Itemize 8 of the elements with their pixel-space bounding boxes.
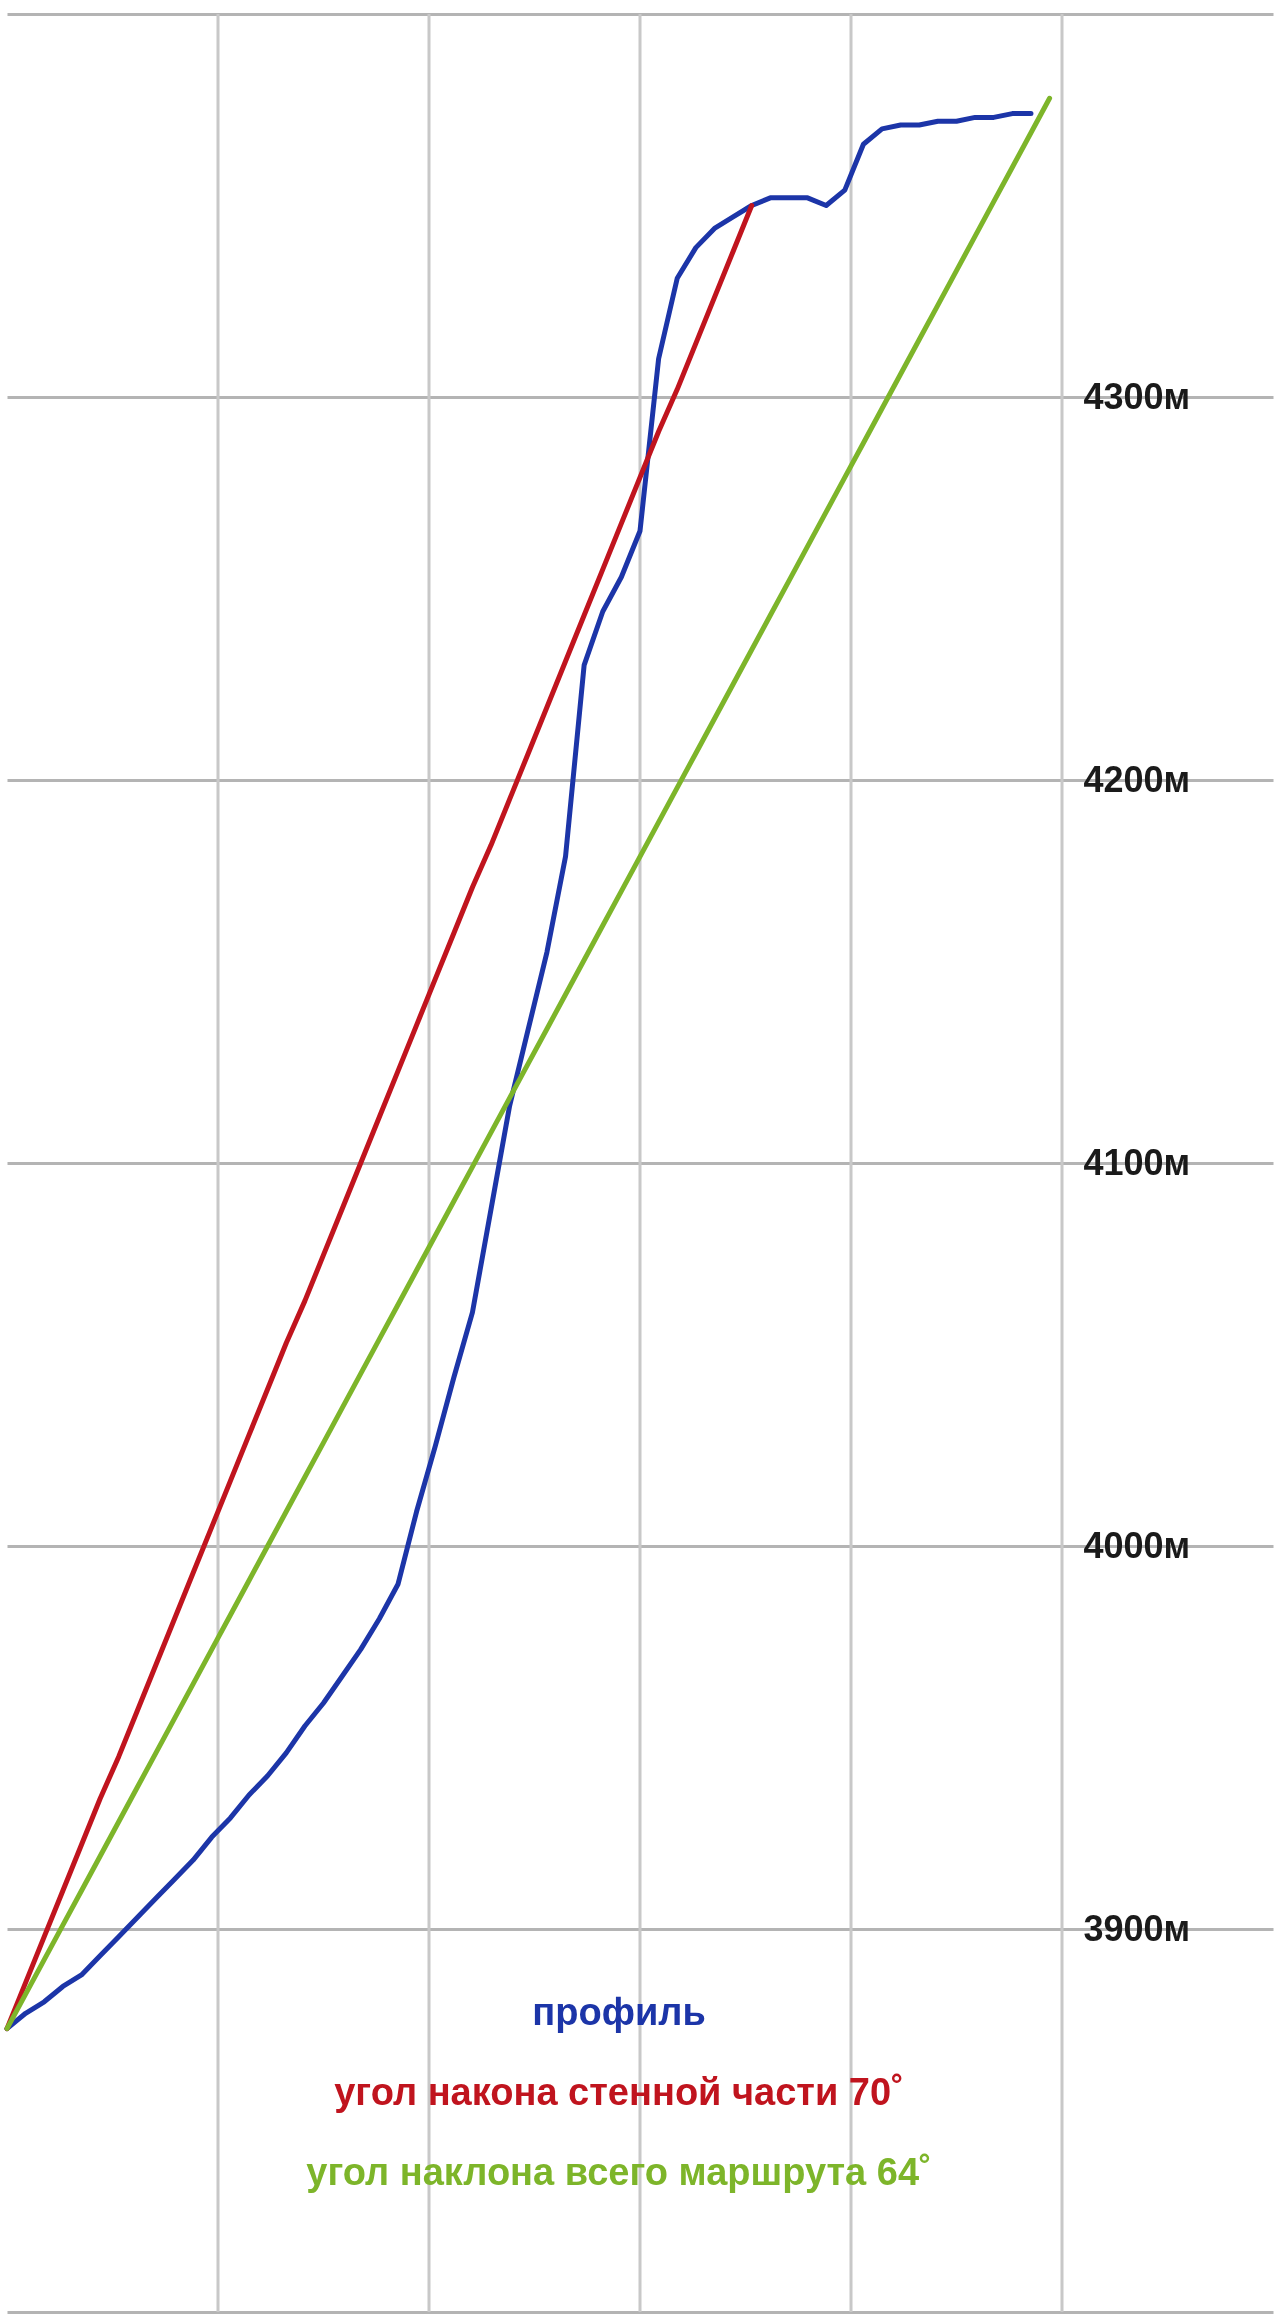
text: угол наклона всего маршрута 64˚	[306, 2151, 932, 2193]
text: угол накона стенной части 70˚	[334, 2071, 904, 2113]
text: профиль	[532, 1991, 706, 2033]
y-tick-label: 4300м	[1083, 375, 1191, 417]
y-tick-label: 4100м	[1083, 1141, 1191, 1183]
y-tick-label: 4200м	[1083, 758, 1191, 800]
y-tick-label: 3900м	[1083, 1907, 1191, 1949]
y-tick-label: 4000м	[1083, 1524, 1191, 1566]
